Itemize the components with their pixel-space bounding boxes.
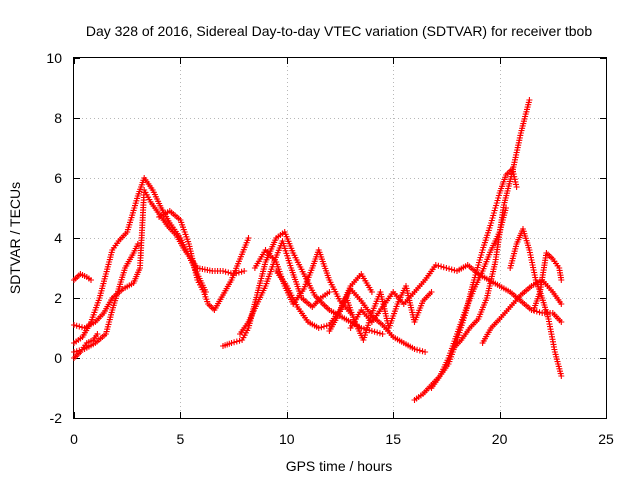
data-point-marker (558, 319, 565, 325)
data-series-arc-b (71, 187, 248, 331)
data-series-arc-c (71, 175, 209, 346)
data-point-marker (435, 262, 442, 269)
y-tick-label: 10 (46, 50, 62, 66)
data-point-marker (440, 264, 447, 271)
data-series-arc-e (71, 331, 101, 361)
data-point-marker (422, 349, 429, 355)
data-series-arc-a (71, 271, 94, 283)
data-point-marker (513, 184, 520, 190)
x-tick-label: 25 (598, 431, 614, 447)
data-point-marker (536, 309, 543, 316)
series-line (73, 189, 245, 329)
data-traces (71, 97, 565, 403)
data-point-marker (374, 329, 381, 336)
data-point-marker (134, 241, 141, 247)
data-point-marker (76, 323, 83, 330)
data-series-arc-r (507, 226, 565, 379)
data-point-marker (558, 277, 565, 283)
data-series-arc-q (479, 277, 565, 346)
x-tick-label: 10 (279, 431, 295, 447)
y-tick-label: 2 (54, 290, 62, 306)
grid-lines (74, 58, 606, 418)
data-series-arc-s (530, 250, 565, 313)
data-point-marker (94, 331, 101, 337)
plot-frame (73, 57, 607, 419)
y-tick-label: 0 (54, 350, 62, 366)
data-point-marker (448, 266, 455, 273)
x-tick-label: 20 (492, 431, 508, 447)
data-point-marker (315, 325, 322, 331)
data-point-marker (446, 265, 453, 272)
data-point-marker (558, 301, 565, 307)
data-point-marker (428, 289, 435, 295)
data-point-marker (71, 322, 77, 328)
data-point-marker (419, 348, 426, 355)
data-point-marker (321, 323, 327, 330)
data-point-marker (225, 269, 232, 276)
data-point-marker (73, 322, 80, 329)
x-axis-label: GPS time / hours (286, 458, 393, 474)
series-line (413, 207, 507, 401)
y-tick-label: 6 (54, 170, 62, 186)
y-tick-label: -2 (50, 410, 63, 426)
data-series-arc-p (449, 97, 533, 352)
data-point-marker (231, 339, 238, 346)
x-tick-label: 5 (177, 431, 185, 447)
data-point-marker (228, 340, 235, 346)
data-point-marker (414, 346, 421, 353)
data-point-marker (526, 97, 533, 103)
data-point-marker (432, 262, 439, 268)
chart-title: Day 328 of 2016, Sidereal Day-to-day VTE… (86, 23, 593, 39)
data-point-marker (222, 268, 229, 275)
data-series-arc-n (411, 205, 509, 403)
data-point-marker (233, 338, 240, 345)
data-point-marker (88, 277, 94, 283)
data-point-marker (220, 268, 226, 274)
data-point-marker (323, 322, 330, 329)
data-point-marker (379, 331, 386, 337)
data-point-marker (238, 268, 245, 275)
data-point-marker (443, 265, 450, 271)
data-point-marker (533, 308, 540, 315)
data-point-marker (513, 181, 519, 188)
axis-ticks: 0 5 10 15 20 25 -2 0 2 4 6 8 10 (46, 50, 614, 447)
data-point-marker (368, 289, 375, 295)
y-axis-label: SDTVAR / TECUs (7, 182, 23, 294)
data-point-marker (416, 347, 423, 354)
data-point-marker (371, 328, 378, 335)
x-tick-label: 0 (70, 431, 78, 447)
data-point-marker (71, 349, 77, 355)
data-point-marker (318, 324, 325, 331)
data-point-marker (360, 325, 367, 332)
data-series-arc-f (156, 208, 252, 313)
data-series-arc-l (337, 286, 429, 355)
y-tick-label: 4 (54, 230, 62, 246)
data-point-marker (236, 337, 243, 344)
data-point-marker (411, 346, 418, 352)
data-point-marker (376, 330, 383, 337)
y-tick-label: 8 (54, 110, 62, 126)
data-point-marker (245, 235, 252, 241)
data-point-marker (326, 289, 333, 295)
data-point-marker (368, 328, 375, 334)
data-point-marker (558, 373, 565, 379)
x-tick-label: 15 (385, 431, 401, 447)
data-point-marker (241, 268, 248, 274)
data-point-marker (438, 263, 445, 270)
